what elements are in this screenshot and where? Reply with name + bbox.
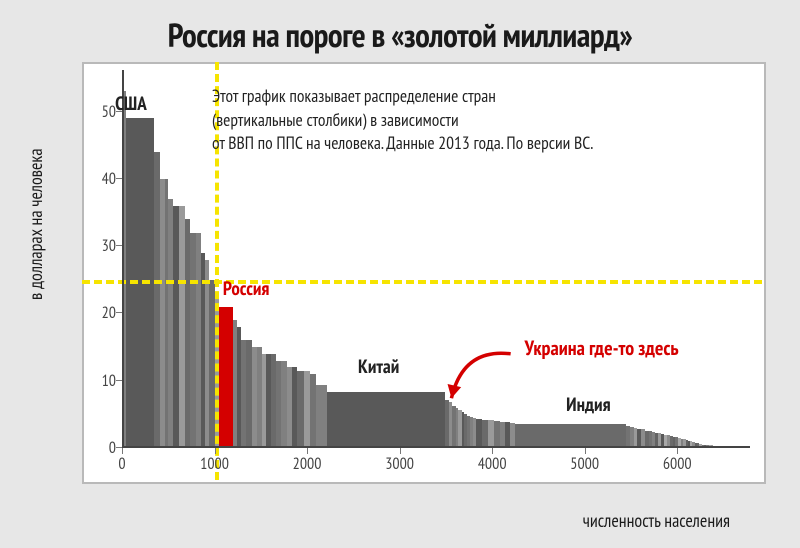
y-tick: 0 (82, 438, 116, 458)
y-tick-mark (116, 245, 122, 246)
y-tick-mark (116, 178, 122, 179)
caption-text: Этот график показывает распределение стр… (212, 84, 593, 155)
chart-plot: 01020304050 0100020003000400050006000 СШ… (122, 78, 742, 448)
bar (327, 392, 445, 449)
bar (515, 424, 626, 448)
bar (310, 374, 316, 448)
x-tick-mark (122, 448, 123, 454)
x-axis-label: численность населения (583, 509, 730, 532)
bar (316, 385, 327, 448)
x-tick-mark (492, 448, 493, 454)
y-tick-mark (116, 380, 122, 381)
y-tick: 20 (82, 303, 116, 323)
caption-line: (вертикальные столбики) в зависимости (212, 108, 593, 132)
x-tick: 1000 (200, 454, 229, 474)
y-tick: 40 (82, 169, 116, 189)
page-title: Россия на пороге в «золотой миллиард» (0, 14, 800, 57)
x-tick-mark (307, 448, 308, 454)
y-tick: 50 (82, 102, 116, 122)
y-tick: 10 (82, 371, 116, 391)
guide-line-horizontal (82, 280, 762, 284)
x-tick-mark (215, 448, 216, 454)
y-axis (122, 70, 124, 448)
x-tick: 0 (118, 454, 125, 474)
x-tick-mark (585, 448, 586, 454)
x-tick-mark (677, 448, 678, 454)
label-india: Индия (566, 393, 610, 417)
x-tick: 6000 (663, 454, 692, 474)
label-china: Китай (358, 355, 399, 379)
label-russia: Россия (223, 277, 270, 301)
y-tick: 30 (82, 236, 116, 256)
x-tick: 2000 (293, 454, 322, 474)
label-ukraine: Украина где-то здесь (525, 335, 679, 361)
x-tick: 3000 (385, 454, 414, 474)
x-axis (122, 446, 750, 448)
bar (219, 307, 233, 448)
x-tick-mark (400, 448, 401, 454)
y-tick-mark (116, 312, 122, 313)
label-usa: США (115, 92, 147, 116)
caption-line: Этот график показывает распределение стр… (212, 84, 593, 108)
bar (297, 371, 304, 448)
y-axis-label: в долларах на человека (24, 148, 47, 300)
caption-line: от ВВП по ППС на человека. Данные 2013 г… (212, 131, 593, 155)
x-tick: 5000 (570, 454, 599, 474)
x-tick: 4000 (478, 454, 507, 474)
